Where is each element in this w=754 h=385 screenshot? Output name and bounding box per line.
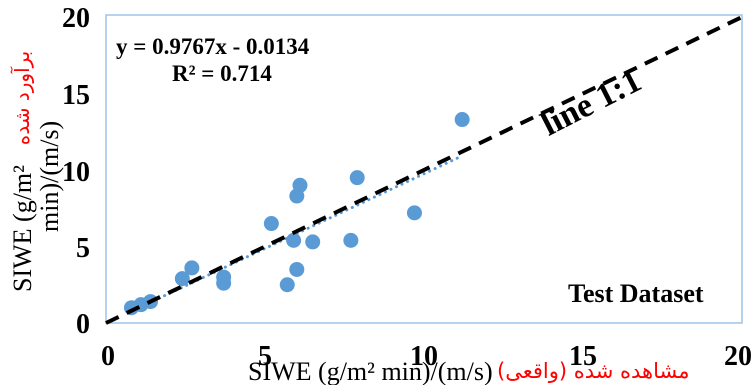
y-axis-label-line2: min)/(m/s) xyxy=(35,121,64,232)
data-point xyxy=(286,233,301,248)
y-tick-label: 15 xyxy=(62,80,90,111)
data-point xyxy=(455,112,470,127)
data-point xyxy=(289,262,304,277)
x-axis-label: SIWE (g/m² min)/(m/s) xyxy=(248,357,493,385)
dataset-label: Test Dataset xyxy=(568,279,704,308)
x-tick-label: 20 xyxy=(724,341,752,372)
data-point xyxy=(216,276,231,291)
line-1-1-label: line 1:1 xyxy=(535,62,647,143)
r-squared-label: R² = 0.714 xyxy=(172,61,272,86)
data-point xyxy=(292,178,307,193)
data-point xyxy=(407,205,422,220)
y-tick-label: 0 xyxy=(76,309,90,340)
y-tick-label: 10 xyxy=(62,157,90,188)
y-axis-label-line1: SIWE (g/m² xyxy=(8,165,37,292)
x-axis-label-persian: مشاهده شده (واقعی) xyxy=(497,358,697,384)
data-point xyxy=(350,170,365,185)
data-point xyxy=(305,234,320,249)
y-tick-label: 20 xyxy=(62,3,90,34)
y-axis-ticks: 0 5 10 15 20 xyxy=(62,3,90,340)
x-tick-label: 0 xyxy=(101,341,115,372)
data-point xyxy=(343,233,358,248)
trendline-equation: y = 0.9767x - 0.0134 xyxy=(116,34,310,59)
data-points xyxy=(124,112,470,315)
y-axis-label-persian: برآورد شده xyxy=(9,48,35,148)
data-point xyxy=(184,260,199,275)
y-tick-label: 5 xyxy=(76,233,90,264)
data-point xyxy=(280,277,295,292)
data-point xyxy=(264,216,279,231)
